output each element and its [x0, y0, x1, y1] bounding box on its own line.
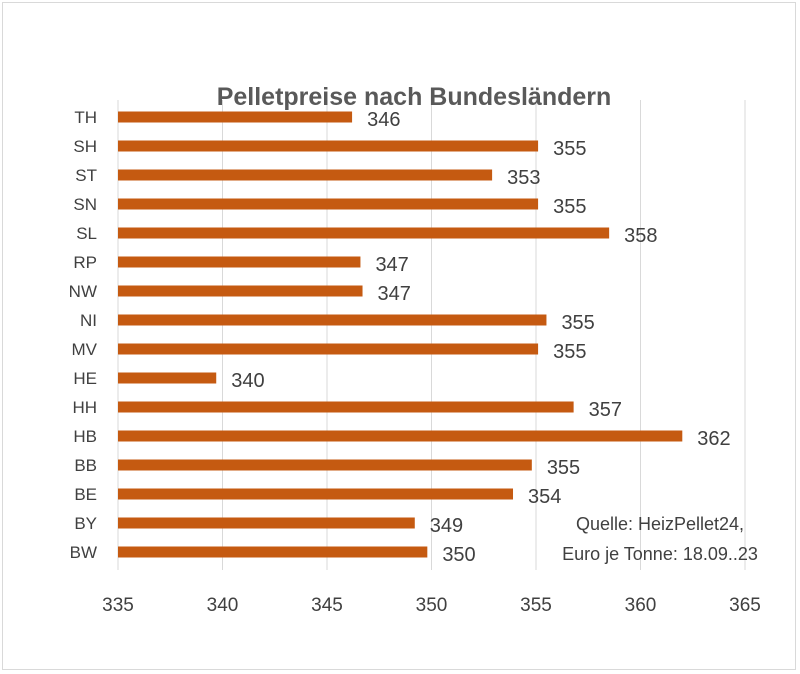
x-tick-label: 350 [416, 595, 448, 616]
bar-mv [118, 343, 539, 355]
bar-sh [118, 140, 539, 152]
category-label: BB [74, 456, 97, 475]
data-label: 355 [553, 138, 586, 160]
data-label: 355 [561, 312, 594, 334]
data-label: 340 [231, 370, 264, 392]
category-label: HH [72, 398, 97, 417]
bar-hh [118, 401, 574, 413]
bar-nw [118, 285, 363, 297]
bar-th [118, 111, 353, 123]
category-label: NW [69, 282, 97, 301]
category-label: MV [72, 340, 98, 359]
category-label: SH [73, 137, 97, 156]
chart-title: Pelletpreise nach Bundesländern [217, 83, 612, 111]
data-label: 349 [430, 515, 463, 537]
bar-bb [118, 459, 532, 471]
bar-he [118, 372, 217, 384]
bar-ni [118, 314, 547, 326]
source-note-line-2: Euro je Tonne: 18.09..23 [562, 544, 758, 564]
category-label: ST [75, 166, 97, 185]
data-label: 355 [553, 341, 586, 363]
category-label: HB [73, 427, 97, 446]
data-label: 358 [624, 225, 657, 247]
x-tick-label: 335 [102, 595, 134, 616]
x-axis-tick-labels: 335 340 345 350 355 360 365 [102, 595, 761, 616]
data-label: 347 [375, 254, 408, 276]
data-label: 346 [367, 109, 400, 131]
bars [118, 111, 683, 558]
data-label: 354 [528, 486, 561, 508]
data-label: 362 [697, 428, 730, 450]
x-tick-label: 355 [520, 595, 552, 616]
x-tick-label: 340 [207, 595, 239, 616]
bar-bw [118, 546, 428, 558]
category-labels: TH SH ST SN SL RP NW NI MV HE HH HB BB BE BY BW [69, 108, 98, 562]
bar-sl [118, 227, 610, 239]
category-label: HE [73, 369, 97, 388]
category-label: RP [73, 253, 97, 272]
category-label: BY [74, 514, 97, 533]
data-label: 353 [507, 167, 540, 189]
category-label: SN [73, 195, 97, 214]
category-label: BW [70, 543, 97, 562]
data-label: 350 [442, 544, 475, 566]
x-tick-label: 345 [311, 595, 343, 616]
bar-by [118, 517, 415, 529]
data-label: 355 [547, 457, 580, 479]
bar-hb [118, 430, 683, 442]
data-label: 357 [589, 399, 622, 421]
x-tick-label: 360 [625, 595, 657, 616]
category-label: TH [74, 108, 97, 127]
data-label: 355 [553, 196, 586, 218]
category-label: NI [80, 311, 97, 330]
category-label: BE [74, 485, 97, 504]
category-label: SL [76, 224, 97, 243]
bar-st [118, 169, 493, 181]
x-tick-label: 365 [729, 595, 761, 616]
bar-be [118, 488, 514, 500]
data-labels: 346 355 353 355 358 347 347 355 355 340 357 362 355 3… [231, 109, 730, 566]
bar-sn [118, 198, 539, 210]
data-label: 347 [378, 283, 411, 305]
source-note-line-1: Quelle: HeizPellet24, [576, 514, 744, 534]
bar-rp [118, 256, 361, 268]
